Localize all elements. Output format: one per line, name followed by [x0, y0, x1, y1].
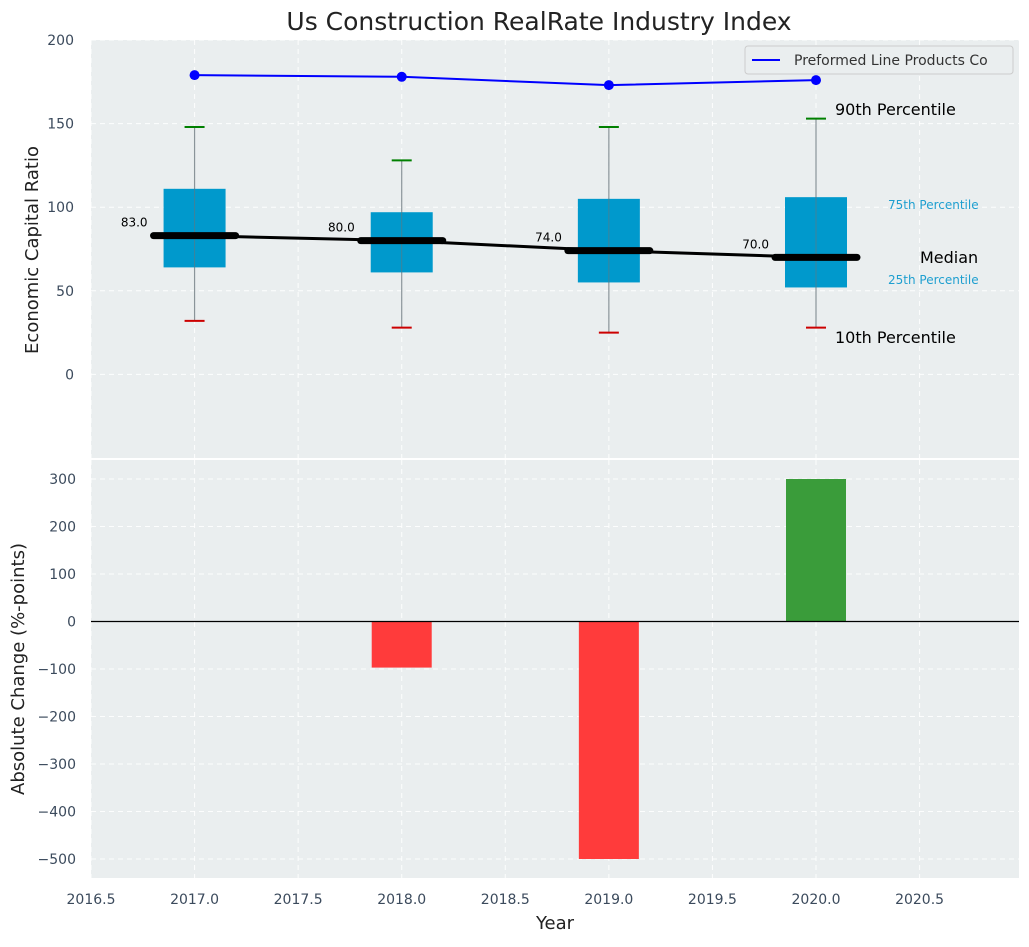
p90-annotation: 90th Percentile: [835, 100, 956, 119]
change-bars: [371, 479, 846, 859]
bottom-y-tick-label: −100: [38, 662, 76, 678]
p25-annotation: 25th Percentile: [888, 273, 979, 287]
chart-title: Us Construction RealRate Industry Index: [286, 7, 791, 36]
x-tick-label: 2020.5: [895, 892, 944, 908]
median-trend-line: [194, 234, 817, 259]
bottom-grid: [90, 460, 1019, 878]
x-tick-label: 2018.5: [481, 892, 530, 908]
positive-change-bar: [786, 479, 846, 622]
bottom-y-tick-label: −300: [38, 757, 76, 773]
series-point: [603, 80, 614, 91]
bottom-y-tick-label: −500: [38, 852, 76, 868]
median-value-label: 83.0: [121, 216, 148, 230]
x-tick-label: 2017.0: [170, 892, 219, 908]
x-tick-label: 2016.5: [67, 892, 116, 908]
box-plot: 83.0 80.0 74.0 70.0: [121, 117, 861, 334]
x-tick-label: 2019.5: [688, 892, 737, 908]
x-tick-label: 2019.0: [584, 892, 633, 908]
x-tick-label: 2017.5: [274, 892, 323, 908]
x-tick-label: 2020.0: [792, 892, 841, 908]
legend-label: Preformed Line Products Co: [794, 53, 988, 69]
series-point: [811, 75, 821, 86]
series-point: [396, 71, 407, 82]
legend-frame: [744, 45, 1014, 75]
top-y-tick-label: 200: [47, 33, 74, 49]
bottom-y-tick-label: 200: [49, 520, 76, 536]
top-y-tick-label: 50: [56, 284, 74, 300]
negative-change-bar: [578, 621, 639, 859]
bottom-y-axis-label: Absolute Change (%-points): [8, 543, 29, 795]
negative-change-bar: [371, 621, 432, 668]
axes: 0 50 100 150 200 −500 −400 −300 −200 −100 0 100 200 3…: [38, 33, 1019, 908]
x-axis-label: Year: [535, 913, 575, 934]
median-annotation: Median: [920, 248, 978, 267]
series-point: [189, 70, 200, 81]
bottom-y-tick-label: 300: [49, 472, 76, 488]
legend: Preformed Line Products Co: [744, 45, 1014, 75]
bottom-y-tick-label: −400: [38, 805, 76, 821]
median-value-label: 74.0: [535, 231, 562, 245]
bottom-y-tick-label: −200: [38, 710, 76, 726]
company-line-series: [189, 70, 821, 91]
p10-annotation: 10th Percentile: [835, 328, 956, 347]
bottom-y-tick-label: 100: [49, 567, 76, 583]
top-y-tick-label: 0: [65, 367, 74, 383]
top-y-tick-label: 150: [47, 117, 74, 133]
median-value-label: 80.0: [328, 221, 355, 235]
p75-annotation: 75th Percentile: [888, 198, 979, 212]
top-y-axis-label: Economic Capital Ratio: [22, 146, 43, 354]
x-tick-label: 2018.0: [377, 892, 426, 908]
bottom-y-tick-label: 0: [67, 615, 76, 631]
top-y-tick-label: 100: [47, 200, 74, 216]
median-value-label: 70.0: [742, 237, 769, 251]
series-line: [194, 74, 817, 87]
